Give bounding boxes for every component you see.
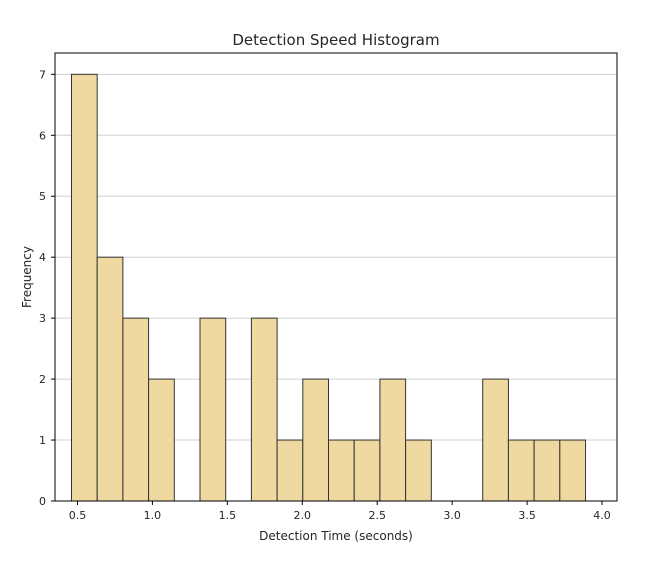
x-axis-label: Detection Time (seconds)	[259, 529, 413, 543]
histogram-bar-9	[276, 439, 304, 502]
histogram-bar-10	[302, 378, 330, 502]
histogram-bar-1	[70, 73, 98, 502]
histogram-bar-18	[507, 439, 535, 502]
histogram-bar-11	[328, 439, 355, 502]
histogram-bar-2	[96, 256, 124, 502]
y-tick-label-2: 2	[39, 373, 46, 386]
y-tick-label-4: 4	[39, 251, 46, 264]
y-axis-ticks: 0 1 2 3 4 5 6 7	[39, 68, 55, 508]
histogram-bar-19	[533, 439, 561, 502]
x-axis-ticks: 0.5 1.0 1.5 2.0 2.5 3.0 3.5 4.0	[69, 501, 611, 522]
x-tick-label-3.5: 3.5	[518, 509, 536, 522]
y-tick-label-0: 0	[39, 495, 46, 508]
y-tick-label-6: 6	[39, 129, 46, 142]
y-tick-label-5: 5	[39, 190, 46, 203]
chart-title: Detection Speed Histogram	[232, 31, 439, 49]
histogram-bar-13	[379, 378, 407, 502]
x-tick-label-2.0: 2.0	[294, 509, 312, 522]
bars-layer	[70, 73, 587, 502]
y-axis-label: Frequency	[20, 246, 34, 308]
histogram-bar-17	[482, 378, 509, 502]
y-tick-label-1: 1	[39, 434, 46, 447]
x-tick-label-2.5: 2.5	[368, 509, 386, 522]
plot-frame	[54, 52, 618, 502]
x-tick-label-1.5: 1.5	[219, 509, 237, 522]
histogram-bar-12	[353, 439, 381, 502]
histogram-bar-14	[405, 439, 432, 502]
x-tick-label-1.0: 1.0	[144, 509, 162, 522]
histogram-bar-6	[199, 317, 227, 502]
y-tick-label-7: 7	[39, 68, 46, 81]
y-tick-label-3: 3	[39, 312, 46, 325]
x-tick-label-0.5: 0.5	[69, 509, 87, 522]
x-tick-label-3.0: 3.0	[443, 509, 461, 522]
histogram-bar-8	[250, 317, 278, 502]
x-tick-label-4.0: 4.0	[593, 509, 611, 522]
histogram-bar-4	[148, 378, 175, 502]
histogram-bar-3	[122, 317, 150, 502]
histogram-bar-20	[559, 439, 587, 502]
